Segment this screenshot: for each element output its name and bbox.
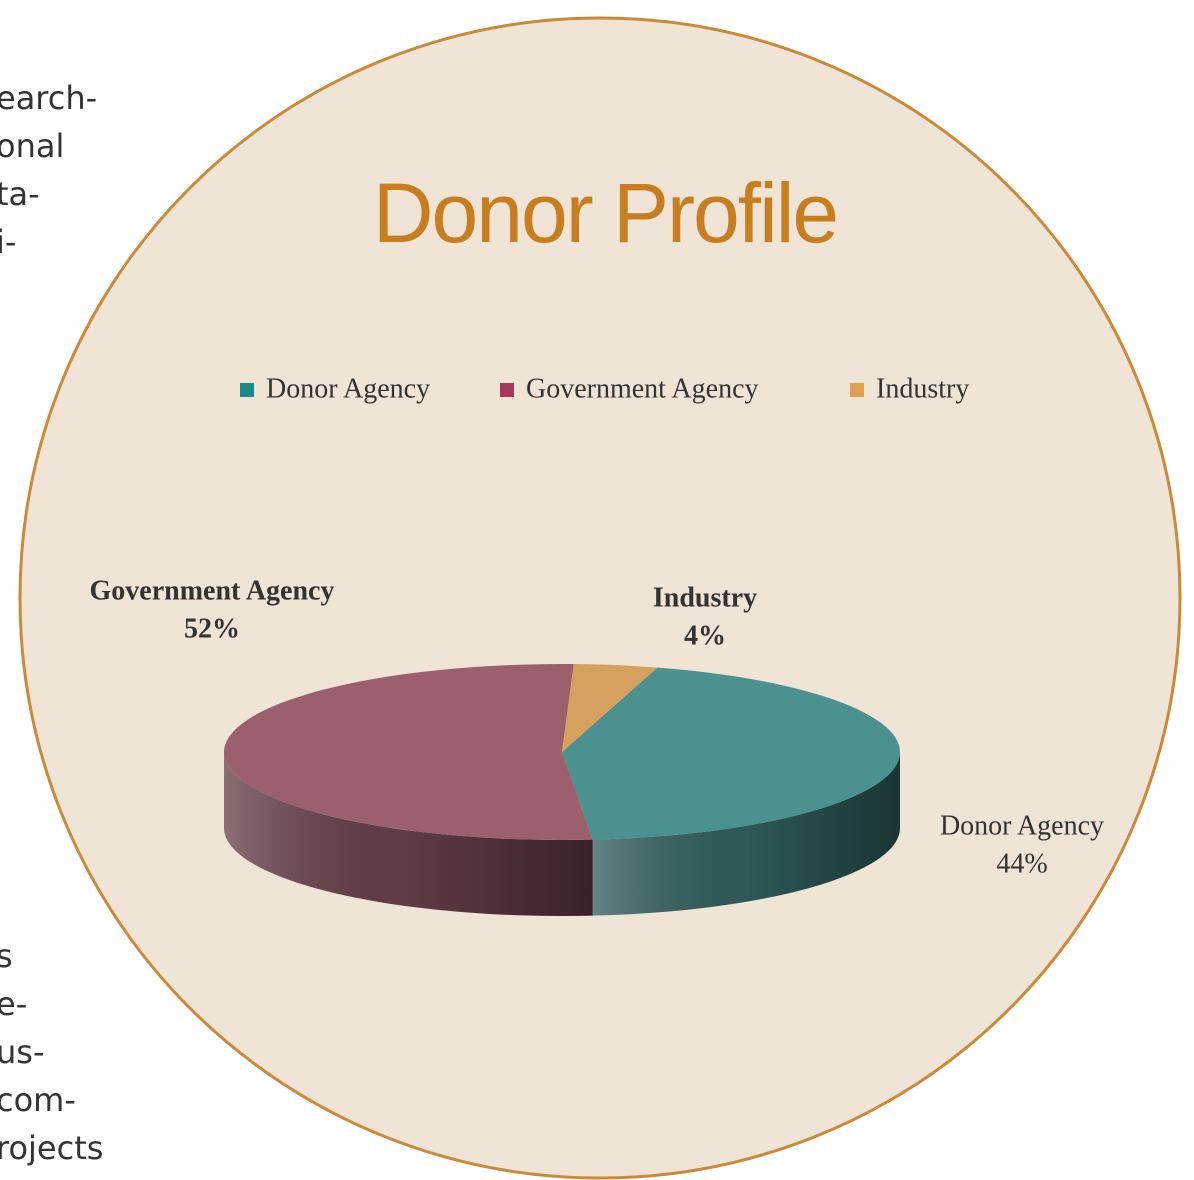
- pie-wall-shade: [592, 752, 900, 916]
- legend-swatch: [240, 383, 254, 397]
- side-text-line: ta-: [0, 175, 40, 213]
- pie-slice: [562, 667, 900, 840]
- side-text-line: rojects: [0, 1129, 103, 1167]
- side-text-line: com-: [0, 1081, 76, 1119]
- legend-swatch: [850, 383, 864, 397]
- pie: Donor Agency 44% Government Agency 52% Indus…: [90, 373, 1104, 916]
- side-text-line: earch-: [0, 79, 97, 117]
- slice-label-value: 44%: [996, 848, 1047, 879]
- side-text-line: s: [0, 937, 13, 975]
- slice-label-name: Government Agency: [90, 575, 335, 606]
- legend-label: Government Agency: [526, 373, 759, 404]
- pie-slice: [223, 663, 593, 840]
- background-circle: [18, 16, 1182, 1180]
- pie-slice: [562, 664, 658, 752]
- legend-label: Industry: [876, 373, 969, 404]
- slice-label-name: Industry: [653, 582, 757, 613]
- pie-wall-shade: [224, 752, 593, 916]
- side-text-line: onal: [0, 127, 64, 165]
- legend-label: Donor Agency: [266, 373, 430, 404]
- side-text-line: us-: [0, 1033, 45, 1071]
- slice-label-value: 4%: [684, 620, 726, 651]
- slice-label-name: Donor Agency: [940, 810, 1104, 841]
- slice-label-value: 52%: [184, 613, 240, 644]
- side-text: earch-onal ta-i-s e-us-com-rojects: [0, 79, 103, 1167]
- legend-swatch: [500, 383, 514, 397]
- chart-title: Donor Profile: [373, 166, 837, 260]
- side-text-line: e-: [0, 985, 27, 1023]
- side-text-line: i-: [0, 223, 16, 261]
